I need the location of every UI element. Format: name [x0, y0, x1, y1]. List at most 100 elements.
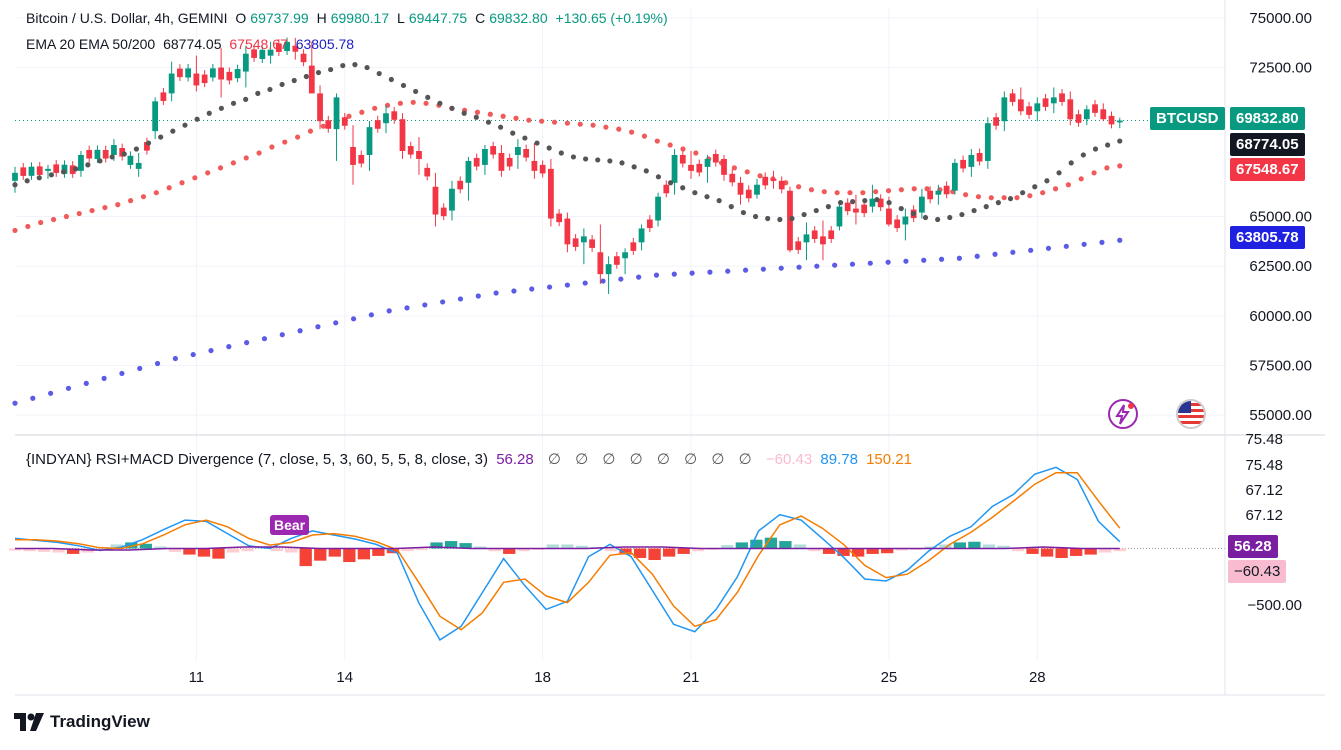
oscillator-histogram [8, 537, 1126, 567]
histogram-bar [1055, 548, 1068, 558]
ema50-point [847, 190, 853, 196]
ema20-point [740, 209, 747, 216]
ema20-point [267, 86, 273, 93]
candle-body [317, 93, 323, 122]
candle-body [440, 207, 447, 217]
histogram-bar [793, 544, 807, 549]
histogram-bar [881, 548, 894, 554]
candle-body [226, 71, 233, 81]
ema200-point [885, 259, 891, 265]
price-tick-label: 55000.00 [1249, 407, 1312, 424]
candle-body [894, 219, 901, 229]
ema200-point [457, 296, 464, 302]
ema50-point [50, 216, 57, 223]
ema20-point [619, 160, 625, 166]
candle-body [490, 146, 497, 155]
histogram-bar [851, 548, 865, 557]
high-label: H [316, 10, 327, 26]
ema200-point [671, 271, 677, 277]
ema200-point [867, 260, 873, 266]
ema20-point [801, 211, 807, 218]
histogram-bar [8, 548, 22, 551]
ema20-point [825, 204, 831, 210]
ema200-point [849, 261, 856, 267]
candle-body [416, 150, 422, 159]
ema50-tag: 67548.67 [1230, 158, 1305, 181]
ema50-point [551, 119, 558, 125]
price-tick-label: 62500.00 [1249, 258, 1312, 275]
oscillator-lines [14, 466, 1121, 641]
ema20-point [60, 169, 67, 175]
empty-value: ∅ [575, 451, 589, 468]
ema20-point [1068, 160, 1074, 166]
ema20-point [777, 216, 783, 223]
ema200-point [83, 380, 89, 386]
time-tick-label: 14 [336, 669, 353, 686]
ema20-point [315, 69, 322, 76]
candle-body [564, 218, 571, 245]
histogram-bar [604, 548, 618, 552]
ema50-point [295, 134, 301, 140]
us-flag-icon[interactable] [1176, 399, 1206, 429]
high-value: 69980.17 [330, 10, 390, 26]
ema20-point [874, 197, 880, 203]
histogram-bar [314, 548, 327, 561]
candle-body [201, 74, 208, 84]
candle-body [36, 166, 43, 175]
ema20-point [922, 214, 929, 221]
candle-body [630, 242, 637, 251]
histogram-bar [125, 542, 138, 549]
price-tick-label: 65000.00 [1249, 209, 1312, 226]
ema200-point [832, 262, 838, 268]
histogram-bar [270, 548, 283, 552]
candle-body [515, 147, 521, 155]
histogram-bar [503, 548, 516, 554]
ema200-point [992, 251, 998, 257]
ema50-point [539, 118, 545, 124]
low-value: 69447.75 [408, 10, 468, 26]
ema20-point [995, 200, 1001, 206]
ema200-point [315, 324, 321, 330]
histogram-bar [750, 539, 763, 549]
candle-body [770, 178, 777, 181]
candle-body [877, 198, 884, 208]
oscillator-tick-label: 67.12 [1245, 507, 1283, 524]
ema50-point [564, 120, 570, 126]
ema20-point [959, 211, 965, 218]
lightning-icon[interactable] [1108, 399, 1138, 429]
candle-body [119, 148, 126, 157]
time-tick-label: 18 [534, 669, 551, 686]
histogram-bar [619, 548, 632, 555]
candle-body [53, 164, 60, 173]
histogram-bar [488, 548, 501, 552]
candle-body [1075, 114, 1082, 123]
histogram-bar [1026, 548, 1039, 554]
candle-body [828, 230, 835, 239]
ema50-point [796, 184, 802, 190]
histogram-bar [721, 545, 734, 549]
tradingview-brand[interactable]: TradingView [14, 712, 150, 732]
ema20-point [910, 210, 916, 217]
ema20-point [376, 70, 382, 77]
ema200-value: 63805.78 [295, 36, 355, 52]
candle-body [984, 123, 991, 161]
ema20-point [534, 140, 540, 146]
ema50-point [603, 124, 609, 130]
ema50-point [269, 144, 275, 150]
ema20-point [145, 140, 152, 146]
candle-body [152, 101, 159, 132]
ema200-point [48, 390, 54, 396]
ema50-value: 67548.67 [229, 36, 288, 52]
ema50-point [744, 169, 750, 175]
histogram-bar [444, 541, 458, 549]
time-tick-label: 25 [881, 669, 898, 686]
ema50-point [1065, 182, 1071, 188]
ema20-point [1044, 178, 1050, 184]
candle-body [61, 164, 68, 174]
tradingview-logo-icon [14, 713, 44, 731]
ema50-point [680, 146, 686, 152]
candle-body [844, 202, 851, 212]
histogram-bar [968, 541, 981, 549]
histogram-bar [401, 548, 414, 552]
